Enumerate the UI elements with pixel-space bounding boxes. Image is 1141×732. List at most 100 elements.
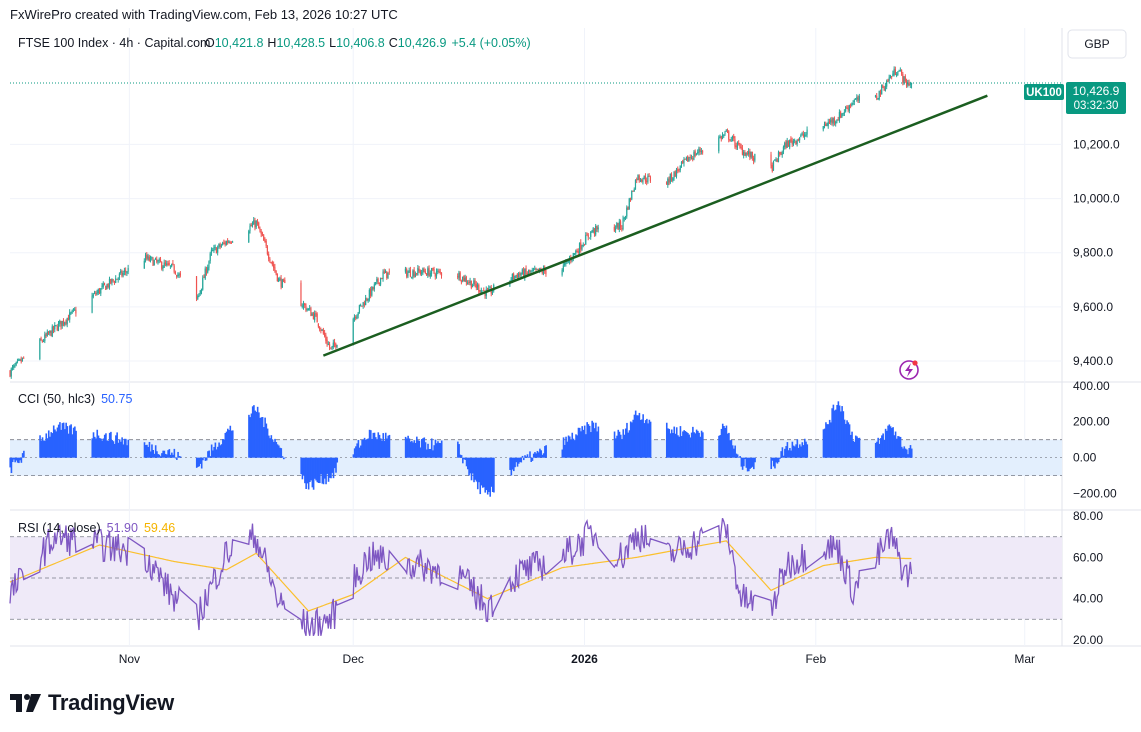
candle-body xyxy=(475,284,477,288)
cci-bar xyxy=(828,419,831,458)
candle-body xyxy=(424,271,426,274)
cci-bar xyxy=(217,446,219,458)
cci-bar xyxy=(249,417,251,458)
candle-body xyxy=(366,298,368,301)
change-value: +5.4 (+0.05%) xyxy=(451,36,530,50)
cci-bar xyxy=(724,427,727,458)
candle-body xyxy=(422,268,424,274)
candle-body xyxy=(154,258,157,260)
candle-body xyxy=(360,305,362,307)
cci-bar xyxy=(381,440,383,458)
candle-body xyxy=(195,276,198,299)
cci-bar xyxy=(171,452,173,458)
cci-bar xyxy=(45,433,48,458)
cci-bar xyxy=(20,457,23,463)
candle-body xyxy=(784,142,786,148)
candle-body xyxy=(52,326,55,331)
cci-bar xyxy=(745,457,748,468)
candlestick-series xyxy=(9,66,913,379)
candle-body xyxy=(306,309,308,311)
cci-bar xyxy=(199,457,202,464)
time-axis[interactable]: Nov Dec 2026 Feb Mar xyxy=(119,652,1035,666)
cci-bar xyxy=(474,457,477,480)
cci-bar xyxy=(842,411,845,458)
candle-body xyxy=(172,263,174,265)
candle-body xyxy=(575,250,577,255)
cci-bar xyxy=(580,431,582,458)
candle-body xyxy=(731,136,734,140)
candle-body xyxy=(40,338,42,341)
candle-body xyxy=(514,275,516,280)
candle-body xyxy=(66,318,68,325)
cci-bar xyxy=(74,426,76,458)
candle-body xyxy=(388,271,390,273)
lightning-icon[interactable] xyxy=(899,360,919,380)
candle-body xyxy=(218,243,220,247)
cci-bar xyxy=(11,457,14,463)
candle-body xyxy=(857,97,859,101)
cci-bar xyxy=(169,454,172,458)
candle-body xyxy=(69,312,71,320)
cci-bar xyxy=(850,434,852,458)
candle-body xyxy=(576,250,578,252)
candle-body xyxy=(842,113,844,115)
cci-bar xyxy=(177,451,179,458)
cci-bar xyxy=(677,435,679,458)
candle-body xyxy=(781,152,783,155)
candle-body xyxy=(733,135,735,139)
candle-body xyxy=(248,231,250,243)
candle-body xyxy=(355,316,357,319)
cci-bar xyxy=(488,457,490,492)
cci-bar xyxy=(9,457,11,468)
candle-body xyxy=(381,278,383,280)
cci-bar xyxy=(622,429,625,458)
candle-body xyxy=(41,340,43,342)
candle-body xyxy=(614,228,617,231)
candle-body xyxy=(207,267,209,273)
cci-bar xyxy=(692,426,694,458)
cci-bar xyxy=(103,434,106,458)
rsi-axis[interactable]: 80.00 60.00 40.00 20.00 xyxy=(1073,509,1103,647)
cci-bar xyxy=(279,447,281,458)
cci-bar xyxy=(480,457,483,486)
high-value: 10,428.5 xyxy=(276,36,325,50)
candle-body xyxy=(335,343,337,348)
symbol-title[interactable]: FTSE 100 Index · 4h · Capital.com xyxy=(18,36,210,50)
cci-bar xyxy=(333,457,336,469)
close-label: C xyxy=(389,36,398,50)
currency-button[interactable] xyxy=(1067,29,1127,59)
price-axis[interactable]: 10,200.0 10,000.0 9,800.0 9,600.0 9,400.0 xyxy=(1073,137,1120,368)
tradingview-logo[interactable]: TradingView xyxy=(10,690,174,716)
cci-bar xyxy=(617,429,620,458)
cci-bar xyxy=(840,411,842,458)
candle-body xyxy=(271,262,273,265)
cci-bar xyxy=(491,457,494,492)
candle-body xyxy=(47,332,50,334)
rsi-legend[interactable]: RSI (14, close) 51.90 59.46 xyxy=(18,521,175,535)
rsi-label: RSI (14, close) xyxy=(18,521,101,535)
candle-body xyxy=(374,281,377,285)
candle-body xyxy=(251,224,254,226)
candle-body xyxy=(770,154,772,166)
candle-body xyxy=(256,221,259,224)
trading-chart[interactable]: FTSE 100 Index · 4h · Capital.com O10,42… xyxy=(0,0,1141,680)
cci-axis[interactable]: 400.00 200.00 0.00 −200.00 xyxy=(1073,379,1117,501)
cci-bar xyxy=(802,445,805,458)
candle-body xyxy=(541,270,543,274)
cci-legend[interactable]: CCI (50, hlc3) 50.75 xyxy=(18,392,132,406)
cci-bar xyxy=(578,427,581,458)
candle-body xyxy=(800,134,802,138)
candle-body xyxy=(838,112,841,122)
cci-bar xyxy=(679,426,682,458)
candle-body xyxy=(413,269,415,277)
candle-body xyxy=(67,317,70,321)
cci-bar xyxy=(178,456,181,458)
candle-body xyxy=(376,279,378,282)
cci-bar xyxy=(689,437,692,458)
candle-body xyxy=(414,273,416,278)
cci-bar xyxy=(457,441,459,458)
cci-bar xyxy=(67,433,70,458)
candle-body xyxy=(532,269,535,271)
candle-body xyxy=(95,293,97,295)
support-trendline[interactable] xyxy=(322,94,988,357)
